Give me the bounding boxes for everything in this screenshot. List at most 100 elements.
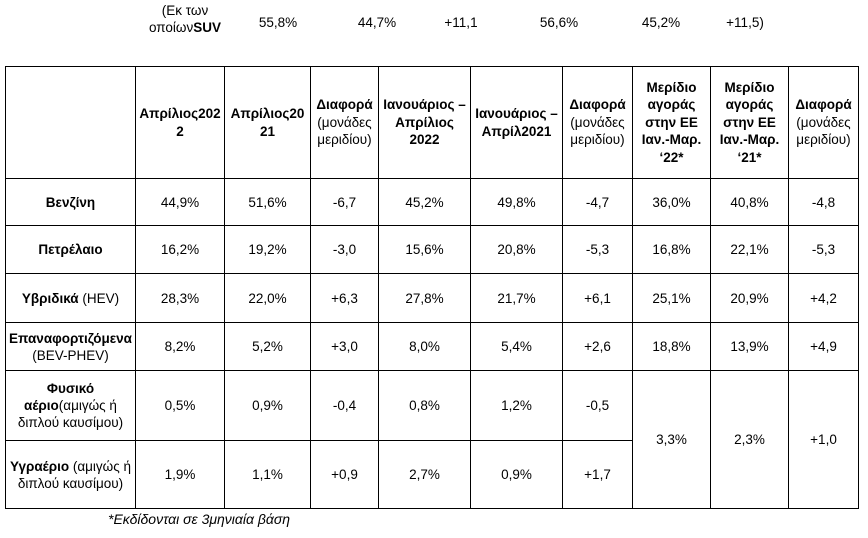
header-row: Απρίλιος2022 Απρίλιος2021 Διαφορά (μονάδ… (5, 66, 859, 179)
table-cell: 2,7% (378, 440, 471, 509)
header-sub: (μονάδες μεριδίου) (570, 114, 625, 148)
column-header: Διαφορά (μονάδες μεριδίου) (310, 66, 379, 179)
row-label: Επαναφορτιζόμενα (BEV-PHEV) (5, 322, 136, 371)
suv-label-line1: (Εκ των (133, 3, 237, 20)
header-sub: (μονάδες μεριδίου) (317, 114, 372, 148)
table-cell: -6,7 (310, 178, 379, 226)
table-cell: 0,9% (224, 370, 311, 441)
header-title: Μερίδιο αγοράς στην ΕΕ Ιαν.-Μαρ. ‘21* (719, 79, 780, 165)
merged-cell-eu-2022: 3,3% (632, 370, 711, 509)
suv-share-value: +11,5) (726, 15, 764, 30)
row-label-bold: Πετρέλαιο (38, 242, 103, 257)
header-title: Μερίδιο αγοράς στην ΕΕ Ιαν.-Μαρ. ‘22* (641, 79, 702, 165)
column-header: Ιανουάριος – Απρίλ2021 (470, 66, 563, 179)
table-cell: 20,8% (470, 225, 563, 274)
merged-cell-eu-2021: 2,3% (710, 370, 789, 509)
row-label-sub: (BEV-PHEV) (32, 347, 109, 363)
table-cell: 1,2% (470, 370, 563, 441)
row-label-sub: (HEV) (78, 290, 120, 306)
column-header: Μερίδιο αγοράς στην ΕΕ Ιαν.-Μαρ. ‘21* (710, 66, 789, 179)
table-cell: 0,5% (135, 370, 225, 441)
table-cell: +6,1 (562, 273, 633, 323)
table-cell: -4,8 (788, 178, 859, 226)
table-cell: 22,1% (710, 225, 789, 274)
header-title: Ιανουάριος – Απρίλιος 2022 (383, 97, 466, 148)
table-row: Επαναφορτιζόμενα (BEV-PHEV) 8,2% 5,2% +3… (5, 322, 859, 371)
table-cell: 8,2% (135, 322, 225, 371)
table-cell: -4,7 (562, 178, 633, 226)
fuel-share-table: Απρίλιος2022 Απρίλιος2021 Διαφορά (μονάδ… (5, 66, 859, 509)
table-cell: +0,9 (310, 440, 379, 509)
table-cell: 0,9% (470, 440, 563, 509)
table-cell: 28,3% (135, 273, 225, 323)
table-row: Υγραέριο (αμιγώς ή διπλού καυσίμου) 1,9%… (5, 440, 859, 509)
suv-label-line2: οποίωνSUV (133, 20, 237, 37)
table-row: Πετρέλαιο 16,2% 19,2% -3,0 15,6% 20,8% -… (5, 225, 859, 274)
suv-share-value: +11,1 (444, 15, 478, 30)
table-cell: +4,2 (788, 273, 859, 323)
column-header: Διαφορά (μονάδες μεριδίου) (788, 66, 859, 179)
column-header: Απρίλιος2022 (135, 66, 225, 179)
header-sub: (μονάδες μεριδίου) (796, 114, 851, 148)
table-cell: 27,8% (378, 273, 471, 323)
suv-share-value: 55,8% (258, 15, 298, 30)
row-label: Φυσικό αέριο(αμιγώς ή διπλού καυσίμου) (5, 370, 136, 441)
corner-cell (5, 66, 136, 179)
table-row: Βενζίνη 44,9% 51,6% -6,7 45,2% 49,8% -4,… (5, 178, 859, 226)
row-label-bold: Υγραέριο (10, 458, 70, 474)
table-cell: 13,9% (710, 322, 789, 371)
table-cell: +3,0 (310, 322, 379, 371)
table-cell: 22,0% (224, 273, 311, 323)
row-label-sub: (αμιγώς ή διπλού καυσίμου) (17, 398, 124, 430)
column-header: Απρίλιος2021 (224, 66, 311, 179)
table-cell: -0,4 (310, 370, 379, 441)
row-label-bold: Επαναφορτιζόμενα (9, 330, 132, 346)
merged-cell-diff: +1,0 (788, 370, 859, 509)
table-cell: 16,2% (135, 225, 225, 274)
row-label-bold: Φυσικό αέριο (24, 381, 95, 413)
table-cell: +4,9 (788, 322, 859, 371)
column-header: Ιανουάριος – Απρίλιος 2022 (378, 66, 471, 179)
suv-share-value: 44,7% (357, 15, 397, 30)
table-row: Υβριδικά (HEV) 28,3% 22,0% +6,3 27,8% 21… (5, 273, 859, 323)
table-cell: -0,5 (562, 370, 633, 441)
table-cell: -3,0 (310, 225, 379, 274)
table-cell: 49,8% (470, 178, 563, 226)
suv-share-value: 45,2% (641, 15, 681, 30)
header-title: Ιανουάριος – Απρίλ2021 (475, 106, 558, 139)
table-cell: 0,8% (378, 370, 471, 441)
suv-label-text-1: (Εκ των (161, 3, 209, 18)
table-cell: -5,3 (562, 225, 633, 274)
table-cell: 20,9% (710, 273, 789, 323)
table-cell: 15,6% (378, 225, 471, 274)
header-title: Απρίλιος2022 (139, 106, 221, 139)
column-header: Διαφορά (μονάδες μεριδίου) (562, 66, 633, 179)
table-cell: 8,0% (378, 322, 471, 371)
table-cell: 40,8% (710, 178, 789, 226)
suv-share-label: (Εκ των οποίωνSUV (133, 3, 237, 36)
table-cell: +6,3 (310, 273, 379, 323)
row-label-sub: (αμιγώς ή διπλού καυσίμου) (17, 458, 131, 491)
table-cell: 5,4% (470, 322, 563, 371)
table-cell: 25,1% (632, 273, 711, 323)
suv-share-value: 56,6% (539, 15, 579, 30)
row-label: Πετρέλαιο (5, 225, 136, 274)
table-cell: 16,8% (632, 225, 711, 274)
column-header: Μερίδιο αγοράς στην ΕΕ Ιαν.-Μαρ. ‘22* (632, 66, 711, 179)
row-label-bold: Υβριδικά (21, 290, 79, 306)
table-cell: 19,2% (224, 225, 311, 274)
table-cell: 1,1% (224, 440, 311, 509)
header-title: Διαφορά (316, 97, 373, 113)
table-cell: 5,2% (224, 322, 311, 371)
table-cell: -5,3 (788, 225, 859, 274)
table-cell: 36,0% (632, 178, 711, 226)
suv-label-bold: SUV (193, 19, 221, 35)
footnote: *Εκδίδονται σε 3μηνιαία βάση (108, 511, 291, 527)
row-label: Υγραέριο (αμιγώς ή διπλού καυσίμου) (5, 440, 136, 509)
table-cell: 18,8% (632, 322, 711, 371)
table-cell: 1,9% (135, 440, 225, 509)
table-cell: 45,2% (378, 178, 471, 226)
table-cell: 21,7% (470, 273, 563, 323)
table-cell: 44,9% (135, 178, 225, 226)
